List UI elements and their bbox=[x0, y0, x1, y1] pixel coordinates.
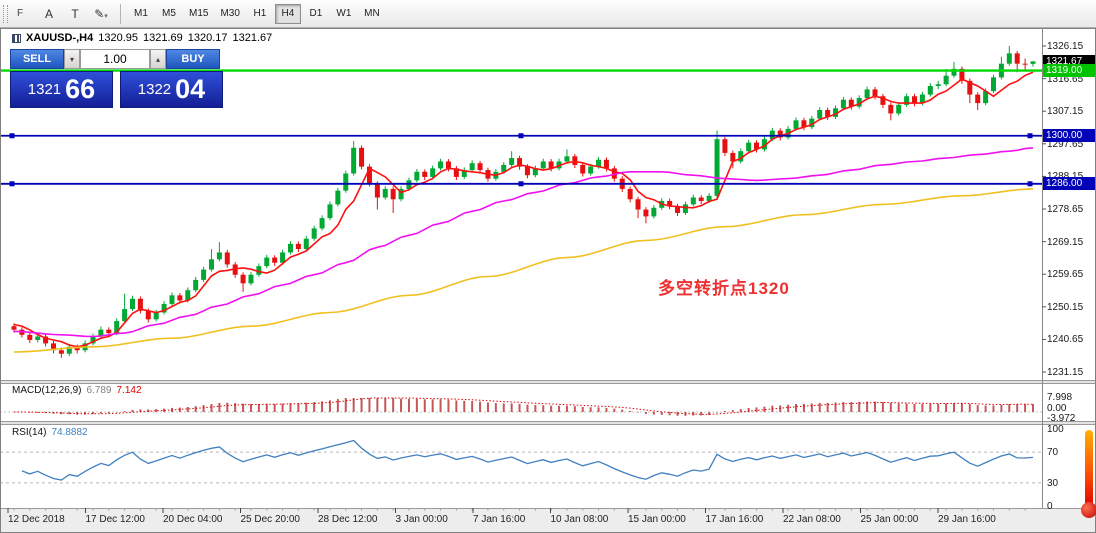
draw-tool-button[interactable]: ✎▾ bbox=[88, 3, 114, 25]
line-handle[interactable] bbox=[9, 181, 15, 187]
macd-signal-value: 7.142 bbox=[116, 385, 142, 396]
open-value: 1320.95 bbox=[98, 32, 138, 44]
timeframe-button-h4[interactable]: H4 bbox=[274, 3, 301, 24]
chart-title: XAUUSD-,H4 1320.95 1321.69 1320.17 1321.… bbox=[12, 32, 272, 44]
timeframe-button-h1[interactable]: H1 bbox=[247, 4, 273, 24]
timeframe-button-m5[interactable]: M5 bbox=[156, 4, 182, 24]
rsi-name: RSI(14) bbox=[12, 427, 47, 438]
one-click-trading-panel: SELL ▾ ▴ BUY 1321 66 1322 04 bbox=[10, 49, 224, 108]
slow-ma-line bbox=[13, 188, 1034, 353]
line-handle[interactable] bbox=[518, 181, 524, 187]
chevron-down-icon: ▾ bbox=[104, 12, 108, 20]
timeframe-button-mn[interactable]: MN bbox=[359, 4, 385, 24]
timeframe-button-m15[interactable]: M15 bbox=[184, 4, 213, 24]
timeframe-button-m30[interactable]: M30 bbox=[215, 4, 244, 24]
annotate-tool-button[interactable]: A bbox=[36, 3, 62, 25]
close-value: 1321.67 bbox=[232, 32, 273, 44]
medium-ma-line bbox=[13, 147, 1034, 338]
macd-indicator-label: MACD(12,26,9) 6.789 7.142 bbox=[12, 385, 142, 396]
thermometer-indicator-bulb[interactable] bbox=[1081, 502, 1096, 518]
text-tool-button[interactable]: T bbox=[62, 3, 88, 25]
timeframe-button-m1[interactable]: M1 bbox=[128, 4, 154, 24]
rsi-value: 74.8882 bbox=[51, 427, 88, 438]
buy-price-display[interactable]: 1322 04 bbox=[120, 71, 223, 108]
sell-price-main: 1321 bbox=[27, 81, 62, 98]
line-handle[interactable] bbox=[518, 133, 524, 139]
timeframe-toolbar: M1 M5 M15 M30 H1 H4 D1 W1 MN bbox=[127, 3, 386, 24]
high-value: 1321.69 bbox=[143, 32, 183, 44]
buy-price-pips: 04 bbox=[175, 74, 206, 104]
time-axis-strip[interactable] bbox=[0, 508, 1096, 533]
buy-button[interactable]: BUY bbox=[166, 49, 220, 69]
line-handle[interactable] bbox=[1027, 181, 1033, 187]
panel-separator-chart-macd[interactable] bbox=[0, 380, 1096, 384]
timeframe-button-w1[interactable]: W1 bbox=[331, 4, 357, 24]
rsi-line bbox=[21, 439, 1034, 481]
line-handle[interactable] bbox=[1027, 133, 1033, 139]
macd-signal-line bbox=[14, 397, 1034, 415]
volume-input[interactable] bbox=[80, 49, 150, 69]
volume-decrease-button[interactable]: ▾ bbox=[64, 49, 80, 69]
chart-text-annotation: 多空转折点1320 bbox=[658, 279, 790, 298]
line-handle[interactable] bbox=[9, 133, 15, 139]
macd-main-value: 6.789 bbox=[86, 385, 112, 396]
toolbar-separator bbox=[120, 3, 121, 24]
chart-icon bbox=[12, 33, 21, 43]
low-value: 1320.17 bbox=[187, 32, 228, 44]
rsi-indicator-label: RSI(14) 74.8882 bbox=[12, 427, 88, 438]
panel-separator-macd-rsi[interactable] bbox=[0, 421, 1096, 425]
timeframe-button-d1[interactable]: D1 bbox=[303, 4, 329, 24]
fast-ma-line bbox=[13, 71, 1034, 348]
toolbar-grip[interactable] bbox=[3, 4, 8, 23]
top-toolbar: F A T ✎▾ M1 M5 M15 M30 H1 H4 D1 W1 MN bbox=[0, 0, 1096, 28]
macd-name: MACD(12,26,9) bbox=[12, 385, 82, 396]
symbol-period-label: XAUUSD-,H4 bbox=[26, 32, 94, 44]
thermometer-indicator-stem[interactable] bbox=[1085, 430, 1093, 508]
pencil-icon: ✎ bbox=[94, 6, 105, 21]
volume-increase-button[interactable]: ▴ bbox=[150, 49, 166, 69]
sell-price-display[interactable]: 1321 66 bbox=[10, 71, 113, 108]
sell-price-pips: 66 bbox=[65, 74, 96, 104]
buy-price-main: 1322 bbox=[137, 81, 172, 98]
sell-button[interactable]: SELL bbox=[10, 49, 64, 69]
font-tool-button[interactable]: F bbox=[12, 3, 28, 25]
